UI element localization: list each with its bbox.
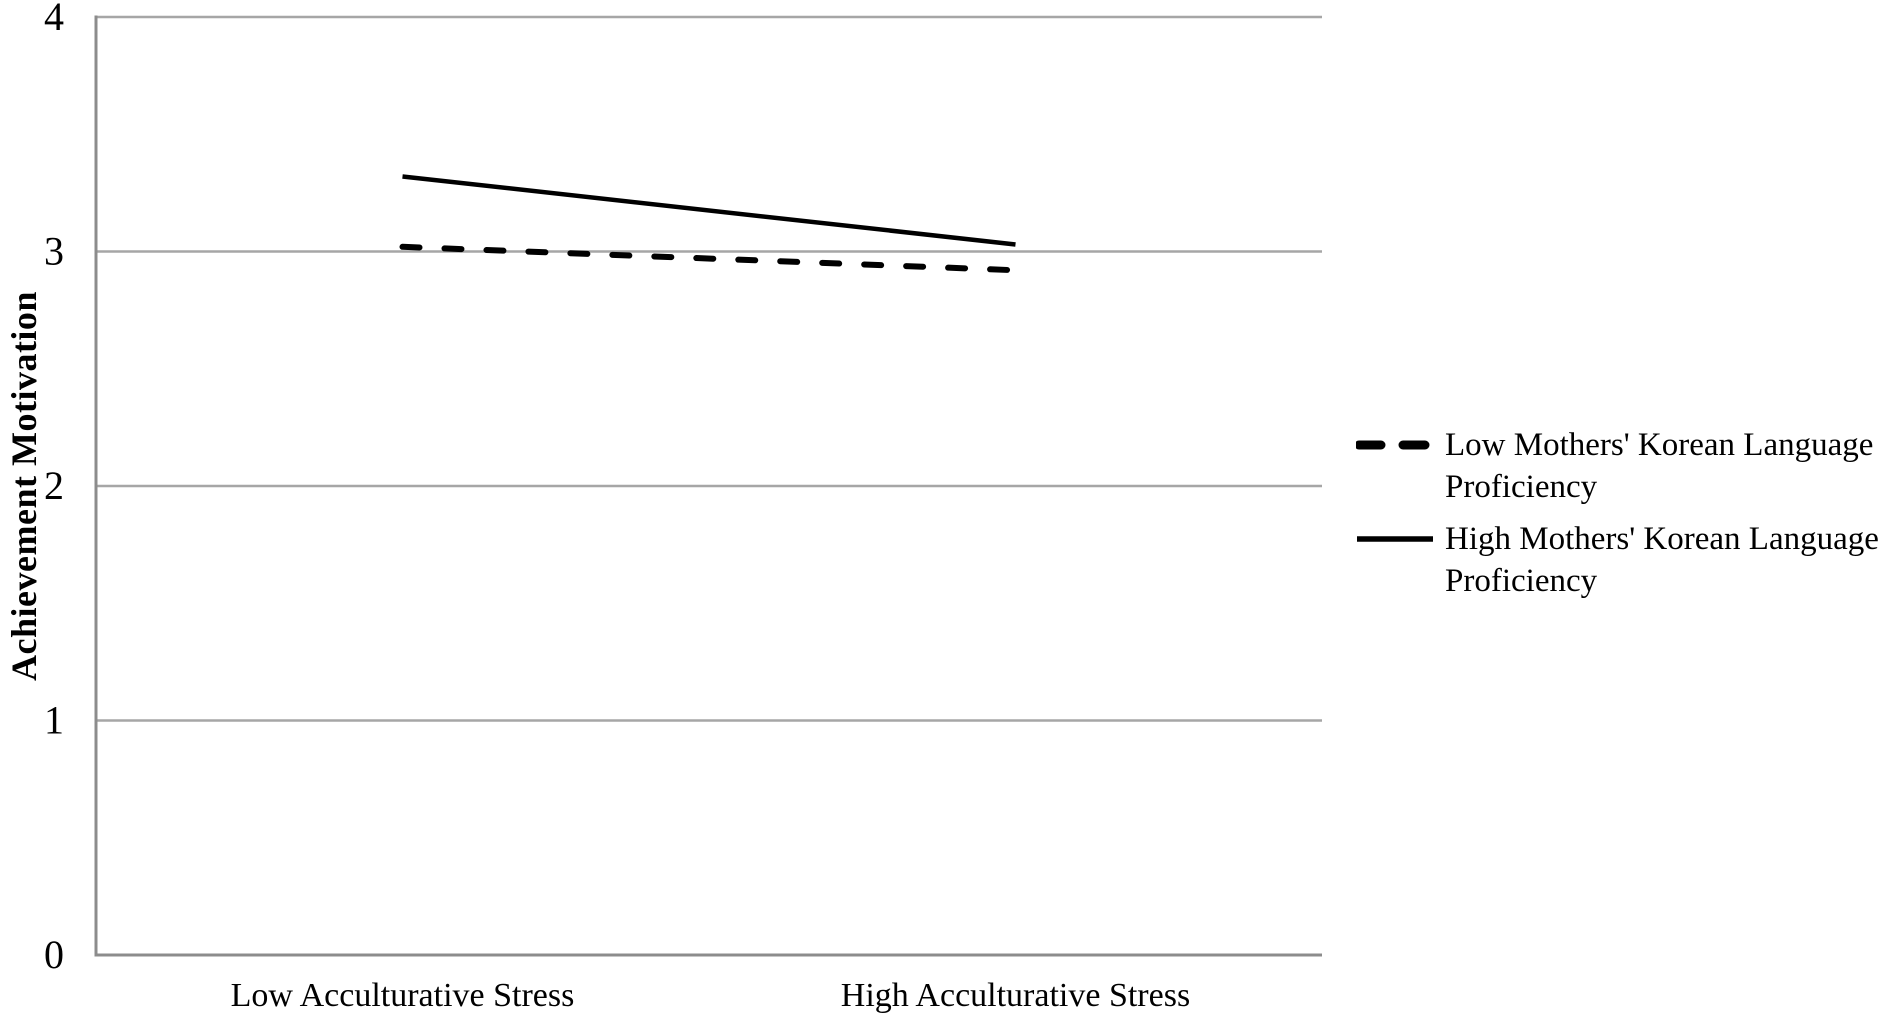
- legend-label: High Mothers' Korean Language Proficienc…: [1445, 521, 1879, 599]
- series-line-dashed: [399, 243, 1019, 274]
- legend-entry-high-proficiency: High Mothers' Korean Language Proficienc…: [1356, 518, 1892, 602]
- solid-line-sample: [1357, 536, 1433, 542]
- y-tick-label-1: 1: [44, 698, 64, 743]
- y-tick-label-3: 3: [44, 229, 64, 274]
- y-tick-label-4: 4: [44, 0, 64, 39]
- dashed-line-sample: [1356, 440, 1434, 450]
- y-tick-label-0: 0: [44, 932, 64, 977]
- y-tick-label-2: 2: [44, 463, 64, 508]
- series-line-solid: [402, 174, 1016, 247]
- legend-label: Low Mothers' Korean Language Proficiency: [1445, 427, 1874, 505]
- y-axis-title: Achievement Motivation: [4, 291, 44, 681]
- legend-entry-low-proficiency: Low Mothers' Korean Language Proficiency: [1356, 424, 1892, 508]
- legend: Low Mothers' Korean Language Proficiency…: [1356, 424, 1892, 612]
- x-category-label: Low Acculturative Stress: [231, 977, 575, 1014]
- x-category-label: High Acculturative Stress: [841, 977, 1190, 1014]
